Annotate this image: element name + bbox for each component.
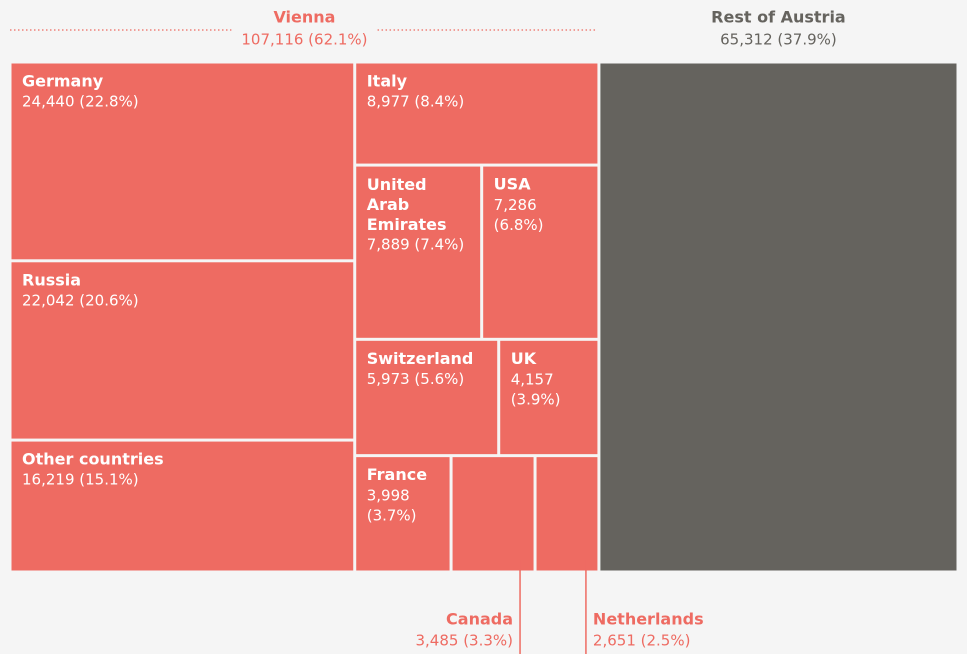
treemap-cell [356,340,498,455]
treemap-cell [356,63,598,164]
cell-label: Germany [22,72,104,91]
text-line: (3.7%) [367,506,417,524]
cell-label: Italy [367,72,408,91]
group-label: Vienna [273,8,335,27]
treemap-cell [11,441,354,571]
text-line: Arab [367,195,415,214]
text-line: 4,157 [511,370,559,388]
cell-value-label: 16,219 (15.1%) [22,471,139,489]
treemap-cell [11,63,354,260]
treemap-cell [356,166,481,338]
cell-label: France [367,465,427,484]
cell-value-label: 7,889 (7.4%) [367,236,465,254]
cell-label: Russia [22,270,81,289]
cell-value-label: 3,485 (3.3%) [416,632,514,650]
cell-label: Switzerland [367,349,474,368]
treemap-cell [500,340,598,455]
cell-value-label: 2,651 (2.5%) [593,632,691,650]
cell-label: Other countries [22,450,164,469]
cell-value-label: 24,440 (22.8%) [22,93,139,111]
cell-value-label: 5,973 (5.6%) [367,370,465,388]
cell-value-label: 8,977 (8.4%) [367,93,465,111]
cell-label: Canada [446,610,513,629]
text-line: Emirates [367,215,447,234]
text-line: (3.9%) [511,390,561,408]
treemap-cell [452,457,534,571]
cell-value-label: 4,157 (3.9%) [511,370,561,408]
treemap-cell [600,63,957,571]
treemap-cell [483,166,598,338]
treemap-cell [356,457,450,571]
text-line: United [367,175,432,194]
text-line: (6.8%) [494,216,544,234]
cell-label: USA [494,175,532,194]
cell-value-label: 7,286 (6.8%) [494,196,544,234]
text-line: 3,998 [367,486,415,504]
text-line: 7,286 [494,196,542,214]
group-label: Rest of Austria [711,8,846,27]
cell-value-label: 22,042 (20.6%) [22,291,139,309]
group-value-label: 107,116 (62.1%) [241,31,367,49]
treemap-cell [11,262,354,439]
cell-label: UK [511,349,537,368]
treemap-cell [536,457,598,571]
cell-value-label: 3,998 (3.7%) [367,486,417,524]
group-value-label: 65,312 (37.9%) [720,31,837,49]
cell-label: United Arab Emirates [367,175,447,234]
cell-label: Netherlands [593,610,704,629]
